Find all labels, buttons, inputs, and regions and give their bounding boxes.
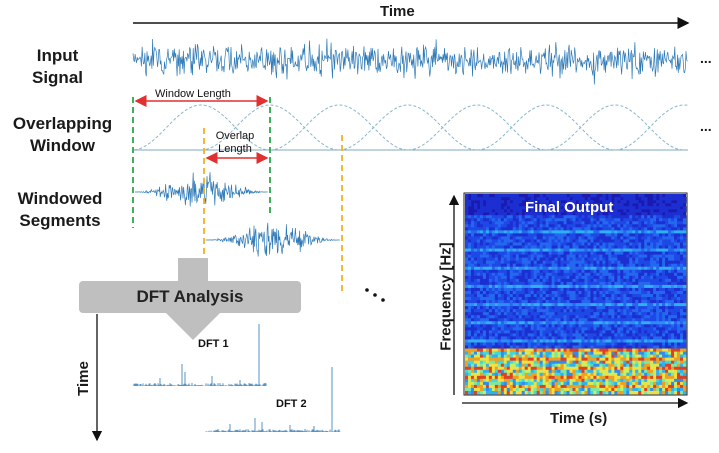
windowed-segments-label: Windowed Segments — [17, 189, 103, 230]
time-s-label: Time (s) — [550, 410, 608, 427]
input-signal-waveform — [132, 38, 688, 85]
time-vertical-label: Time — [74, 361, 92, 396]
dft2-spectrum — [205, 367, 341, 432]
overlap-length-label: Overlap Length — [215, 130, 255, 155]
dft2-label: DFT 2 — [276, 398, 307, 410]
spectrogram-frame — [463, 192, 688, 396]
dft-analysis-box: DFT Analysis — [79, 281, 301, 313]
input-ellipsis: ... — [700, 50, 712, 66]
windowed-segment-1 — [135, 172, 268, 207]
final-output-label: Final Output — [525, 199, 614, 216]
dft1-spectrum — [132, 324, 267, 386]
gray-arrow-shaft-top — [178, 258, 208, 282]
time-top-label: Time — [380, 3, 415, 20]
input-signal-label: Input Signal — [31, 46, 83, 87]
frequency-axis-label: Frequency [Hz] — [437, 242, 455, 351]
windowed-segment-2 — [206, 222, 340, 257]
gray-arrow-shaft-bottom — [178, 312, 208, 322]
dft1-label: DFT 1 — [198, 338, 229, 350]
window-length-label: Window Length — [155, 88, 231, 100]
overlapping-window-curves — [134, 104, 689, 151]
final-output-spectrogram — [465, 194, 687, 395]
overlapping-window-label: Overlapping Window — [12, 114, 113, 155]
diagonal-ellipsis — [365, 288, 385, 302]
window-ellipsis: ... — [700, 118, 712, 134]
